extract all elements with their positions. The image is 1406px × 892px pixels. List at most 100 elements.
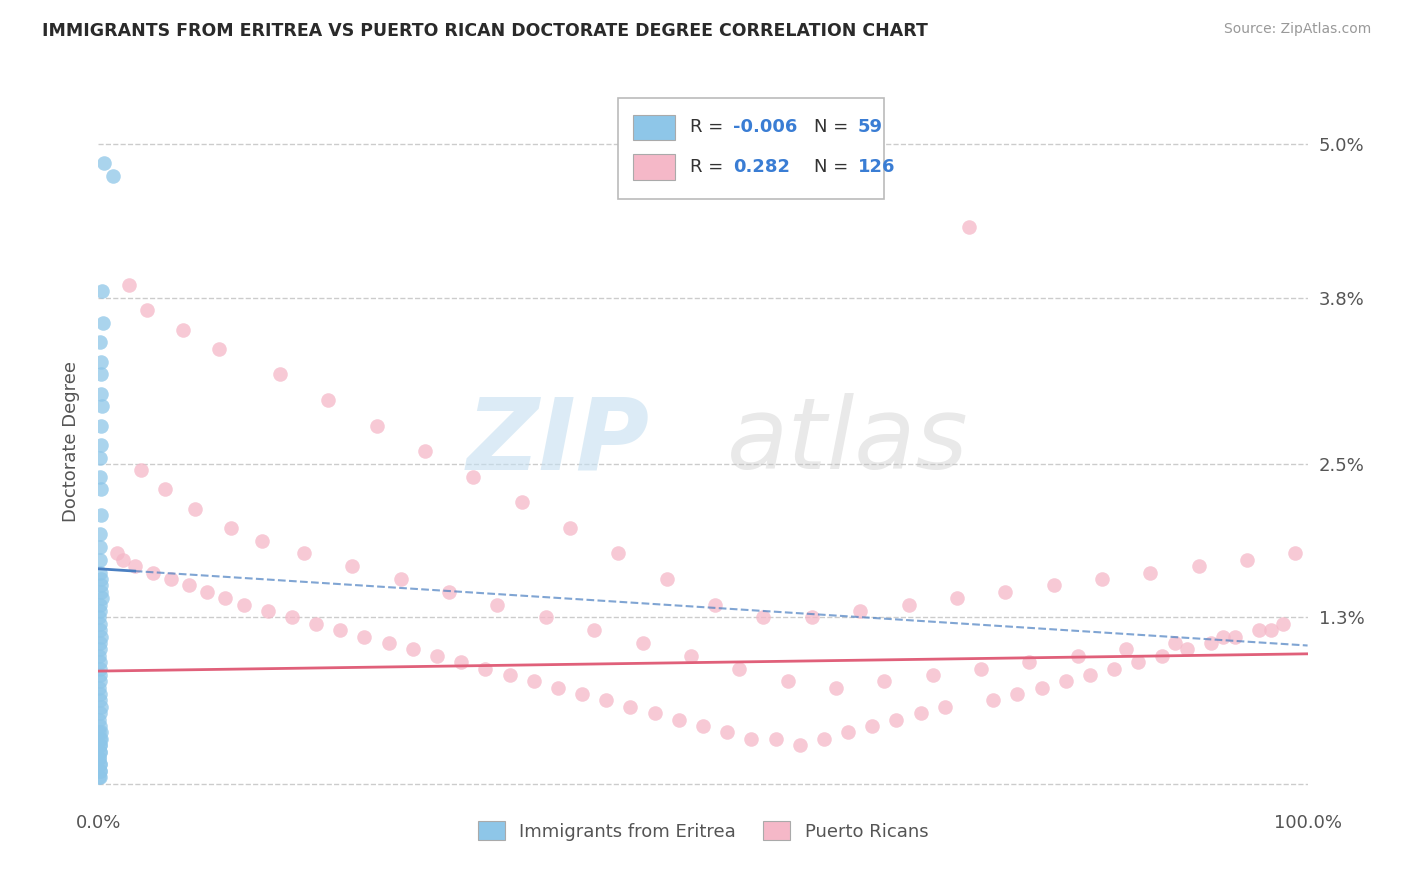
- Point: [716, 725, 738, 739]
- Point: [329, 623, 352, 637]
- Point: [89, 553, 111, 567]
- Point: [1067, 648, 1090, 663]
- Point: [873, 674, 896, 689]
- Point: [89, 731, 111, 746]
- Point: [87, 648, 110, 663]
- Point: [1007, 687, 1029, 701]
- Point: [595, 693, 617, 707]
- Point: [89, 527, 111, 541]
- Point: [281, 610, 304, 624]
- Point: [1018, 655, 1040, 669]
- Point: [89, 655, 111, 669]
- Point: [87, 681, 110, 695]
- Point: [195, 584, 218, 599]
- Point: [668, 713, 690, 727]
- Y-axis label: Doctorate Degree: Doctorate Degree: [62, 361, 80, 522]
- Point: [256, 604, 278, 618]
- Point: [1199, 636, 1222, 650]
- Point: [89, 738, 111, 752]
- Point: [897, 598, 920, 612]
- Point: [89, 693, 111, 707]
- Text: Source: ZipAtlas.com: Source: ZipAtlas.com: [1223, 22, 1371, 37]
- Point: [342, 559, 364, 574]
- Point: [90, 699, 112, 714]
- Point: [269, 368, 291, 382]
- Point: [124, 559, 146, 574]
- Point: [90, 386, 112, 401]
- Point: [1042, 578, 1064, 592]
- Point: [426, 648, 449, 663]
- Point: [208, 342, 231, 356]
- Point: [1260, 623, 1282, 637]
- Point: [89, 745, 111, 759]
- Point: [498, 668, 520, 682]
- Point: [89, 623, 111, 637]
- Text: 59: 59: [858, 119, 883, 136]
- Point: [89, 450, 111, 465]
- Point: [214, 591, 236, 606]
- Point: [523, 674, 546, 689]
- Point: [90, 630, 112, 644]
- Point: [510, 495, 533, 509]
- Point: [89, 616, 111, 631]
- Point: [1139, 566, 1161, 580]
- Point: [89, 719, 111, 733]
- Point: [1102, 661, 1125, 675]
- Text: ZIP: ZIP: [467, 393, 650, 490]
- Point: [87, 610, 110, 624]
- Point: [90, 438, 112, 452]
- Point: [1078, 668, 1101, 682]
- Point: [644, 706, 666, 721]
- Point: [89, 757, 111, 772]
- Point: [1054, 674, 1077, 689]
- Point: [91, 400, 114, 414]
- Point: [886, 713, 908, 727]
- Point: [1223, 630, 1246, 644]
- Point: [619, 699, 641, 714]
- Point: [111, 553, 134, 567]
- Point: [463, 469, 485, 483]
- Point: [90, 483, 112, 497]
- Legend: Immigrants from Eritrea, Puerto Ricans: Immigrants from Eritrea, Puerto Ricans: [471, 814, 935, 848]
- Point: [813, 731, 835, 746]
- Point: [547, 681, 569, 695]
- Point: [765, 731, 787, 746]
- Point: [437, 584, 460, 599]
- Point: [994, 584, 1017, 599]
- Point: [366, 418, 388, 433]
- Point: [486, 598, 509, 612]
- Point: [1163, 636, 1185, 650]
- Point: [101, 169, 124, 184]
- Text: N =: N =: [814, 119, 855, 136]
- Point: [970, 661, 993, 675]
- Point: [232, 598, 254, 612]
- Point: [1272, 616, 1295, 631]
- Text: atlas: atlas: [727, 393, 969, 490]
- Point: [90, 418, 112, 433]
- Point: [89, 335, 111, 350]
- Point: [105, 546, 128, 560]
- Point: [571, 687, 593, 701]
- Point: [89, 674, 111, 689]
- Point: [353, 630, 375, 644]
- Point: [160, 572, 183, 586]
- Point: [474, 661, 496, 675]
- Point: [87, 751, 110, 765]
- Point: [957, 220, 980, 235]
- Point: [89, 757, 111, 772]
- Point: [837, 725, 859, 739]
- Point: [1188, 559, 1211, 574]
- Point: [450, 655, 472, 669]
- Point: [250, 533, 273, 548]
- Point: [704, 598, 727, 612]
- FancyBboxPatch shape: [619, 98, 884, 200]
- Point: [89, 668, 111, 682]
- Point: [389, 572, 412, 586]
- Text: IMMIGRANTS FROM ERITREA VS PUERTO RICAN DOCTORATE DEGREE CORRELATION CHART: IMMIGRANTS FROM ERITREA VS PUERTO RICAN …: [42, 22, 928, 40]
- Point: [910, 706, 932, 721]
- Point: [534, 610, 557, 624]
- Point: [89, 687, 111, 701]
- Point: [921, 668, 943, 682]
- FancyBboxPatch shape: [633, 154, 675, 179]
- Point: [1175, 642, 1198, 657]
